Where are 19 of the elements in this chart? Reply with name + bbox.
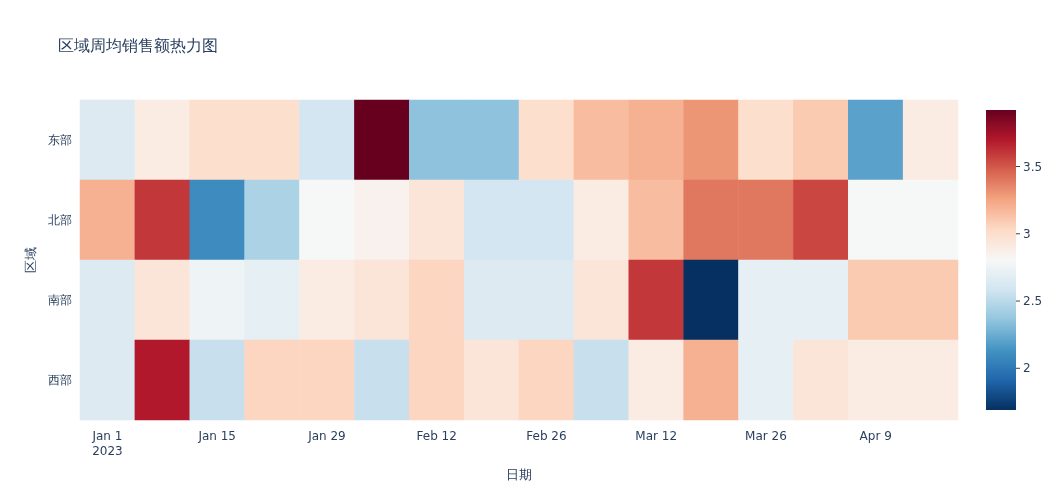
color-bar-label: 3 — [1023, 226, 1031, 241]
color-bar-label: 2.5 — [1023, 294, 1043, 309]
x-tick-label: Jan 29 — [307, 428, 346, 443]
y-tick-label: 东部 — [48, 133, 72, 147]
color-bar-label: 2 — [1023, 361, 1031, 376]
chart-title: 区域周均销售额热力图 — [58, 35, 218, 55]
x-axis-title: 日期 — [506, 467, 532, 482]
y-tick-label: 北部 — [48, 213, 72, 227]
x-tick-label: Feb 26 — [526, 428, 567, 443]
x-tick-label: Jan 1 2023 — [91, 428, 123, 458]
y-axis-title: 区域 — [23, 247, 39, 273]
x-tick-label: Mar 26 — [745, 428, 787, 443]
x-tick-label: Apr 9 — [859, 428, 892, 443]
y-tick-label: 西部 — [48, 373, 72, 387]
x-tick-label: Mar 12 — [635, 428, 678, 443]
x-tick-label: Jan 15 — [197, 428, 236, 443]
x-tick-label: Feb 12 — [416, 428, 457, 443]
color-bar-label: 3.5 — [1023, 159, 1043, 174]
y-tick-label: 南部 — [48, 293, 72, 307]
